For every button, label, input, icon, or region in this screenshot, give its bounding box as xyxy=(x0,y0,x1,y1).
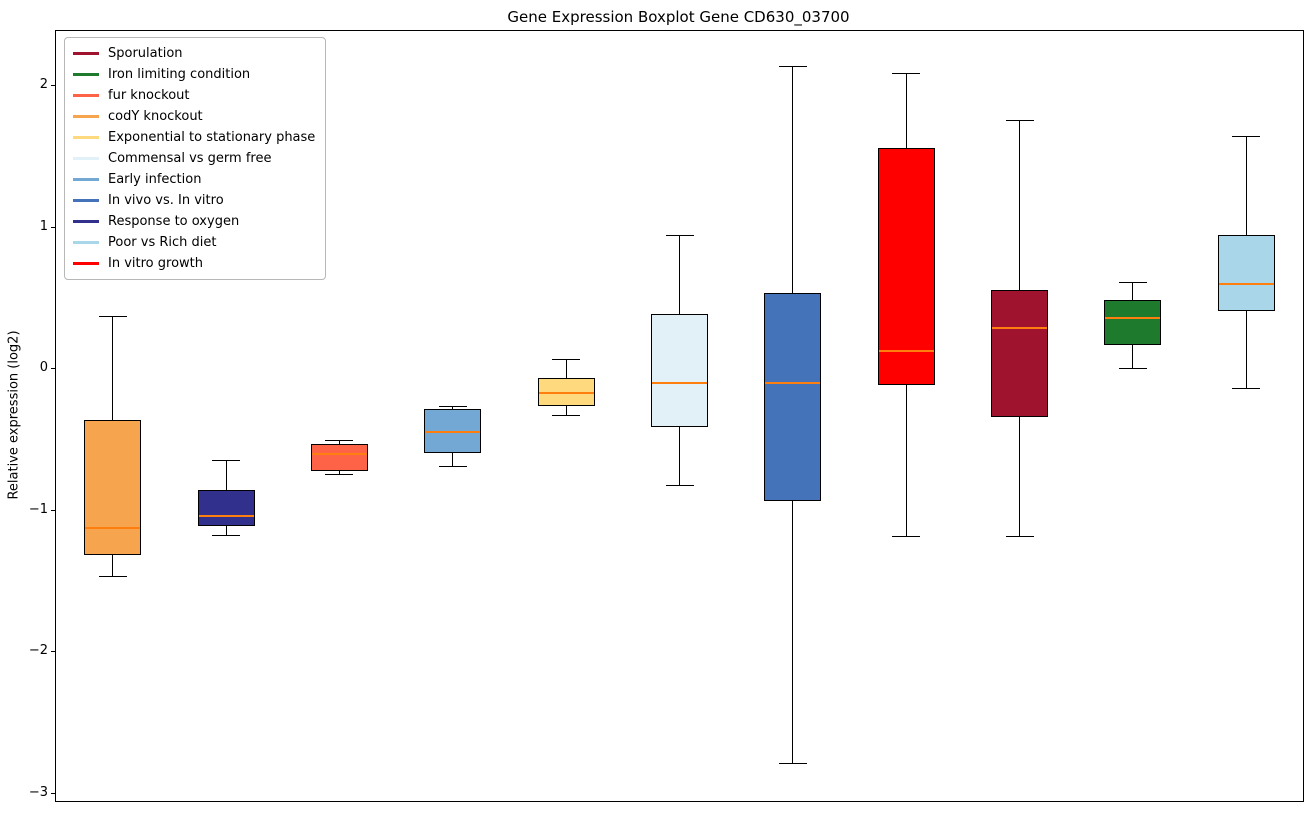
legend-label: Iron limiting condition xyxy=(108,67,251,82)
legend-item: fur knockout xyxy=(73,85,315,106)
median-line xyxy=(1105,317,1161,320)
median-line xyxy=(992,327,1048,330)
legend-item: Early infection xyxy=(73,169,315,190)
legend-swatch xyxy=(73,52,99,55)
whisker-cap-bottom xyxy=(892,536,921,538)
whisker-cap-bottom xyxy=(1232,387,1261,389)
whisker-cap-top xyxy=(1232,135,1261,137)
whisker-cap-top xyxy=(212,459,241,461)
legend-item: In vivo vs. In vitro xyxy=(73,190,315,211)
whisker-cap-top xyxy=(438,406,467,408)
legend-item: Exponential to stationary phase xyxy=(73,127,315,148)
median-line xyxy=(311,453,367,456)
box xyxy=(651,314,708,428)
y-tick-mark xyxy=(51,651,55,653)
legend-label: fur knockout xyxy=(108,88,190,103)
legend-label: Poor vs Rich diet xyxy=(108,235,217,250)
whisker-cap-top xyxy=(552,359,581,361)
box xyxy=(310,444,368,472)
legend-label: codY knockout xyxy=(108,109,203,124)
median-line xyxy=(652,382,707,385)
whisker-cap-bottom xyxy=(212,534,241,536)
legend-swatch xyxy=(73,262,99,265)
whisker-cap-top xyxy=(778,66,807,68)
y-tick-label: −1 xyxy=(28,501,48,517)
legend-label: In vivo vs. In vitro xyxy=(108,193,224,208)
y-tick-label: 1 xyxy=(39,218,48,234)
legend-swatch xyxy=(73,199,99,202)
chart-title: Gene Expression Boxplot Gene CD630_03700 xyxy=(507,8,850,26)
legend-item: In vitro growth xyxy=(73,253,315,274)
whisker-cap-top xyxy=(665,234,694,236)
box xyxy=(877,148,935,385)
legend-item: Response to oxygen xyxy=(73,211,315,232)
median-line xyxy=(538,392,594,395)
legend-label: Commensal vs germ free xyxy=(108,151,272,166)
box xyxy=(991,290,1049,418)
median-line xyxy=(1218,283,1274,286)
y-tick-label: 0 xyxy=(39,360,48,376)
whisker-cap-bottom xyxy=(1118,367,1147,369)
whisker-cap-bottom xyxy=(552,414,581,416)
legend: Sporulation Iron limiting condition fur kn… xyxy=(64,37,327,280)
whisker-cap-top xyxy=(325,440,354,442)
whisker-cap-bottom xyxy=(325,474,354,476)
whisker-cap-bottom xyxy=(665,485,694,487)
legend-label: Sporulation xyxy=(108,46,183,61)
whisker-cap-top xyxy=(1118,281,1147,283)
whisker-cap-bottom xyxy=(1005,536,1034,538)
legend-swatch xyxy=(73,94,99,97)
legend-swatch xyxy=(73,220,99,223)
y-tick-mark xyxy=(51,368,55,370)
legend-swatch xyxy=(73,136,99,139)
box xyxy=(1104,299,1162,346)
median-line xyxy=(85,526,141,529)
legend-swatch xyxy=(73,241,99,244)
legend-item: Commensal vs germ free xyxy=(73,148,315,169)
legend-item: codY knockout xyxy=(73,106,315,127)
y-tick-label: −3 xyxy=(28,784,48,800)
legend-label: Response to oxygen xyxy=(108,214,240,229)
box xyxy=(537,377,595,407)
plot-area: Sporulation Iron limiting condition fur kn… xyxy=(55,30,1304,802)
whisker-cap-top xyxy=(892,73,921,75)
whisker-cap-top xyxy=(1005,120,1034,122)
y-tick-mark xyxy=(51,792,55,794)
legend-label: Exponential to stationary phase xyxy=(108,130,316,145)
legend-label: Early infection xyxy=(108,172,202,187)
legend-item: Iron limiting condition xyxy=(73,64,315,85)
legend-swatch xyxy=(73,157,99,160)
median-line xyxy=(198,515,254,518)
y-tick-mark xyxy=(51,226,55,228)
y-tick-mark xyxy=(51,509,55,511)
median-line xyxy=(765,382,821,385)
legend-item: Sporulation xyxy=(73,43,315,64)
legend-swatch xyxy=(73,115,99,118)
box xyxy=(1217,234,1275,312)
y-tick-label: −2 xyxy=(28,643,48,659)
box xyxy=(84,420,142,555)
legend-item: Poor vs Rich diet xyxy=(73,232,315,253)
y-tick-mark xyxy=(51,85,55,87)
box xyxy=(764,292,822,501)
box xyxy=(197,489,255,527)
whisker-cap-bottom xyxy=(778,762,807,764)
y-tick-label: 2 xyxy=(39,77,48,93)
y-axis-label: Relative expression (log2) xyxy=(6,330,22,500)
whisker-cap-bottom xyxy=(98,575,127,577)
whisker-cap-top xyxy=(98,315,127,317)
median-line xyxy=(878,349,934,352)
median-line xyxy=(425,430,481,433)
legend-swatch xyxy=(73,73,99,76)
legend-swatch xyxy=(73,178,99,181)
whisker-cap-bottom xyxy=(438,465,467,467)
legend-label: In vitro growth xyxy=(108,256,203,271)
